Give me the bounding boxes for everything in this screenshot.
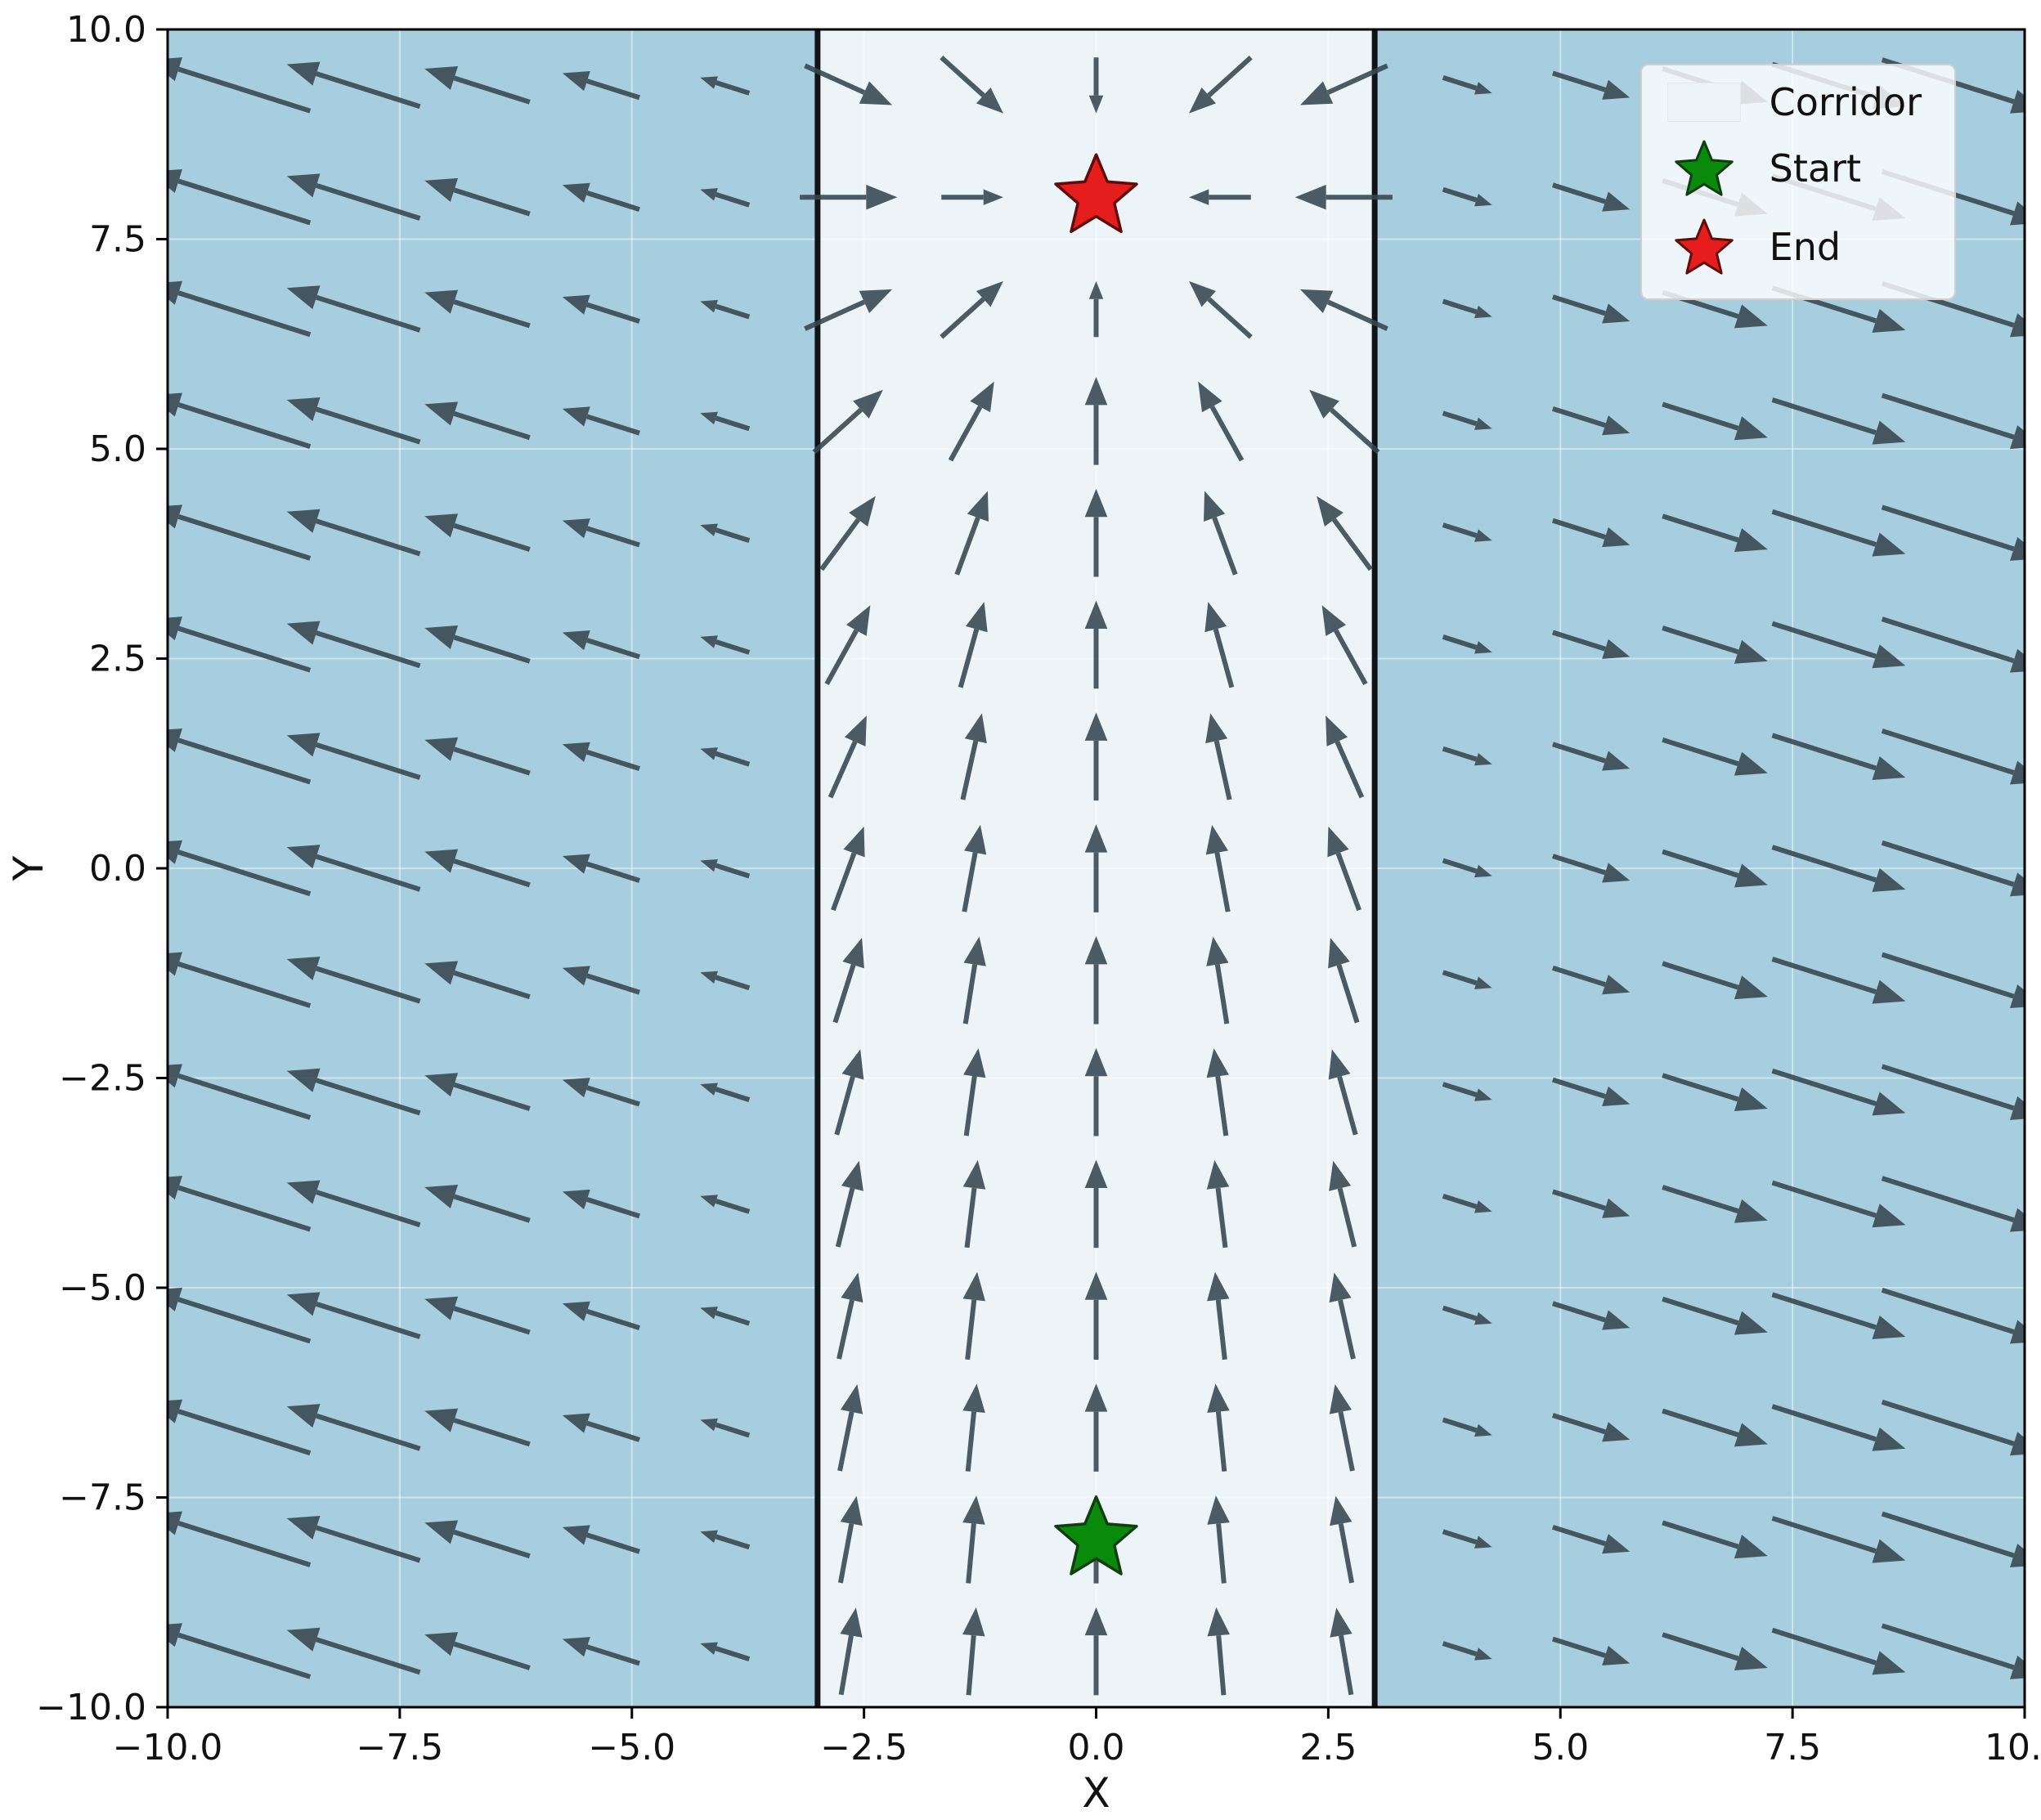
- legend: Corridor Start End: [1640, 64, 1956, 300]
- x-tick-label: 10.0: [1985, 1727, 2041, 1768]
- x-tick-label: −5.0: [588, 1727, 675, 1768]
- x-tick-label: −7.5: [356, 1727, 443, 1768]
- y-tick-label: −10.0: [36, 1687, 146, 1728]
- corridor-patch-icon: [1662, 83, 1747, 123]
- start-marker: [1054, 1495, 1138, 1576]
- legend-item-corridor: Corridor: [1662, 82, 1922, 123]
- y-tick-label: 2.5: [89, 639, 146, 680]
- x-tick-label: −10.0: [113, 1727, 223, 1768]
- start-star-icon: [1674, 140, 1734, 196]
- x-axis-label: X: [1082, 1769, 1110, 1817]
- legend-label-corridor: Corridor: [1769, 80, 1922, 124]
- x-tick-label: 0.0: [1068, 1727, 1125, 1768]
- vector-field: [168, 56, 2025, 1696]
- x-tick-label: 2.5: [1299, 1727, 1357, 1768]
- y-tick-label: 5.0: [89, 428, 146, 470]
- end-star-icon: [1674, 218, 1734, 275]
- corridor-swatch: [1666, 83, 1741, 123]
- x-tick-label: 5.0: [1532, 1727, 1589, 1768]
- axis-ticks: −10.0 −7.5 −5.0 −2.5 0.0 2.5 5.0 7.5 10.0 −10.0 −7…: [36, 9, 2041, 1768]
- y-tick-label: 10.0: [66, 9, 146, 51]
- start-star-icon: [1662, 137, 1747, 202]
- end-star-icon: [1662, 215, 1747, 280]
- y-axis-label: Y: [5, 855, 52, 881]
- plot-area: [168, 29, 2025, 1707]
- y-tick-label: −5.0: [59, 1267, 146, 1309]
- y-tick-label: −2.5: [59, 1058, 146, 1100]
- x-tick-label: −2.5: [820, 1727, 908, 1768]
- legend-item-end: End: [1662, 215, 1922, 280]
- y-tick-label: −7.5: [59, 1477, 146, 1519]
- y-tick-label: 0.0: [89, 848, 146, 890]
- legend-label-start: Start: [1769, 146, 1862, 191]
- legend-label-end: End: [1769, 225, 1841, 270]
- x-tick-label: 7.5: [1764, 1727, 1821, 1768]
- y-tick-label: 7.5: [89, 219, 146, 261]
- legend-item-start: Start: [1662, 137, 1922, 202]
- end-marker: [1054, 153, 1138, 234]
